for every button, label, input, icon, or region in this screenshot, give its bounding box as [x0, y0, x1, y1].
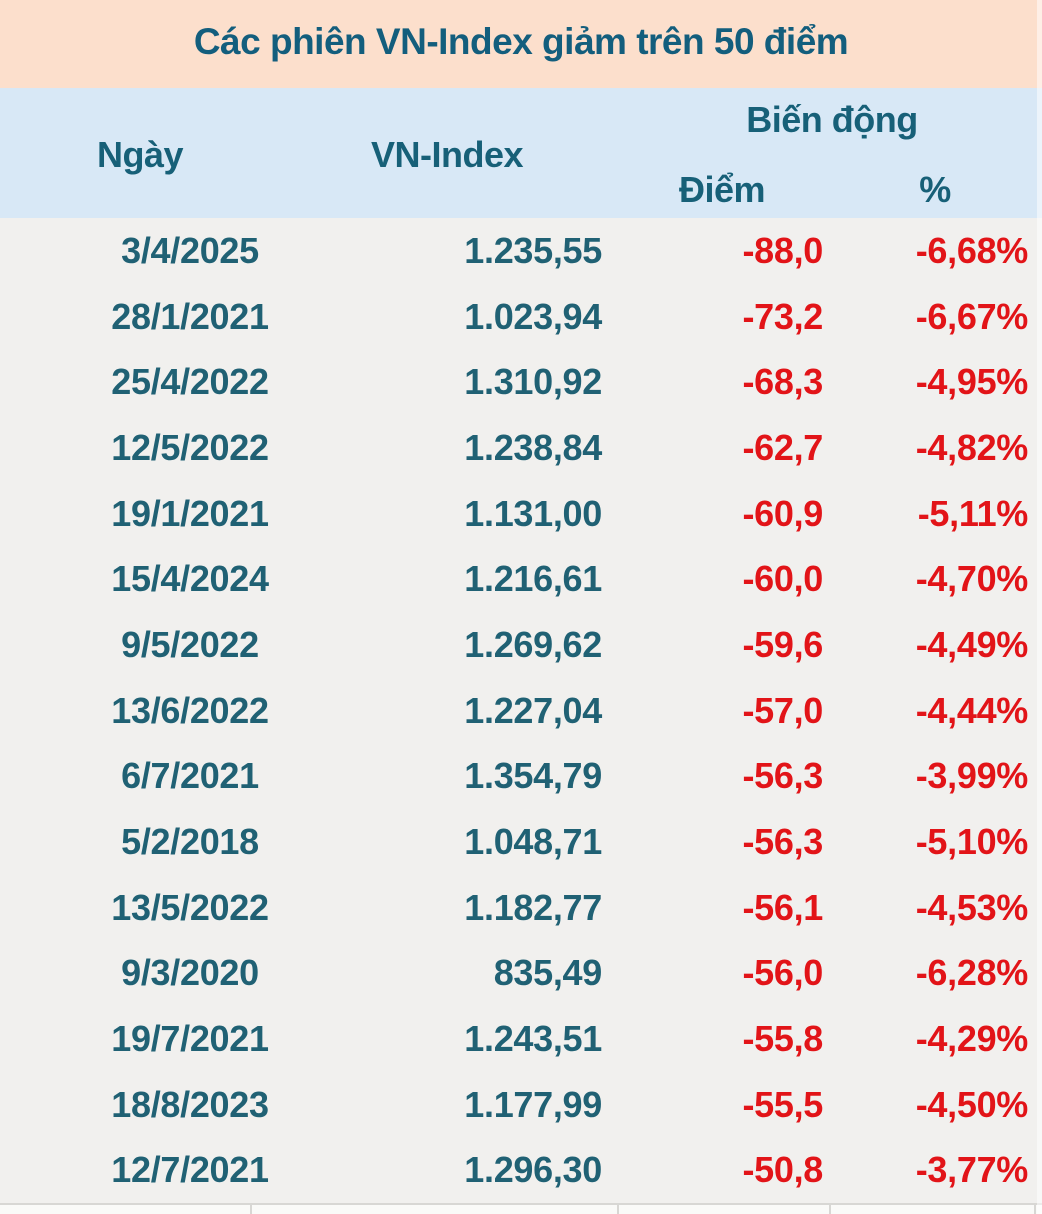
percent-cell: -4,49% — [915, 623, 1029, 665]
table-row: 5/2/2018 1.048,71 -56,3 -5,10% — [0, 809, 1042, 875]
percent-cell: -3,99% — [915, 755, 1029, 797]
percent-cell: -4,95% — [915, 361, 1029, 403]
date-cell: 13/5/2022 — [111, 886, 269, 928]
col-header-change-group: Biến động — [746, 99, 918, 140]
points-cell: -50,8 — [742, 1149, 823, 1191]
percent-cell: -4,53% — [915, 886, 1029, 928]
col-header-points: Điểm — [678, 169, 766, 210]
percent-cell: -6,68% — [915, 229, 1029, 271]
index-cell: 1.177,99 — [464, 1083, 602, 1125]
index-cell: 1.023,94 — [464, 295, 602, 337]
index-cell: 1.243,51 — [464, 1017, 602, 1059]
table-row: 25/4/2022 1.310,92 -68,3 -4,95% — [0, 349, 1042, 415]
index-cell: 1.048,71 — [464, 820, 602, 862]
date-cell: 18/8/2023 — [111, 1083, 269, 1125]
percent-cell: -4,50% — [915, 1083, 1029, 1125]
table-row: 13/6/2022 1.227,04 -57,0 -4,44% — [0, 678, 1042, 744]
date-cell: 9/5/2022 — [121, 623, 259, 665]
percent-cell: -4,70% — [915, 558, 1029, 600]
title-band: Các phiên VN-Index giảm trên 50 điểm — [0, 0, 1042, 88]
index-cell: 1.354,79 — [464, 755, 602, 797]
percent-cell: -4,29% — [915, 1017, 1029, 1059]
index-cell: 1.227,04 — [464, 689, 602, 731]
page-title: Các phiên VN-Index giảm trên 50 điểm — [193, 21, 849, 62]
date-cell: 6/7/2021 — [121, 755, 259, 797]
index-cell: 1.216,61 — [464, 558, 602, 600]
footer-divider — [1034, 1205, 1036, 1214]
table-row: 9/3/2020 835,49 -56,0 -6,28% — [0, 940, 1042, 1006]
points-cell: -57,0 — [742, 689, 823, 731]
date-cell: 19/1/2021 — [111, 492, 269, 534]
index-cell: 1.310,92 — [464, 361, 602, 403]
points-cell: -55,5 — [742, 1083, 823, 1125]
table-row: 19/1/2021 1.131,00 -60,9 -5,11% — [0, 481, 1042, 547]
table-header: Ngày VN-Index Biến động Điểm % — [0, 88, 1042, 218]
footer-divider — [250, 1205, 252, 1214]
table-body: 3/4/2025 1.235,55 -88,0 -6,68% 28/1/2021… — [0, 218, 1042, 1203]
col-header-date: Ngày — [96, 134, 184, 175]
date-cell: 13/6/2022 — [111, 689, 269, 731]
points-cell: -60,0 — [742, 558, 823, 600]
date-cell: 12/7/2021 — [111, 1149, 269, 1191]
points-cell: -88,0 — [742, 229, 823, 271]
points-cell: -55,8 — [742, 1017, 823, 1059]
table-row: 3/4/2025 1.235,55 -88,0 -6,68% — [0, 218, 1042, 284]
percent-cell: -3,77% — [915, 1149, 1029, 1191]
table-row: 18/8/2023 1.177,99 -55,5 -4,50% — [0, 1072, 1042, 1138]
percent-cell: -5,10% — [915, 820, 1029, 862]
index-cell: 835,49 — [493, 952, 603, 994]
table-row: 12/5/2022 1.238,84 -62,7 -4,82% — [0, 415, 1042, 481]
table-row: 15/4/2024 1.216,61 -60,0 -4,70% — [0, 546, 1042, 612]
percent-cell: -6,28% — [915, 952, 1029, 994]
date-cell: 28/1/2021 — [111, 295, 269, 337]
points-cell: -73,2 — [742, 295, 823, 337]
date-cell: 12/5/2022 — [111, 426, 269, 468]
table-row: 28/1/2021 1.023,94 -73,2 -6,67% — [0, 284, 1042, 350]
index-cell: 1.269,62 — [464, 623, 602, 665]
footer-divider — [617, 1205, 619, 1214]
points-cell: -56,3 — [742, 755, 823, 797]
col-header-index: VN-Index — [370, 134, 524, 175]
index-cell: 1.235,55 — [464, 229, 602, 271]
index-cell: 1.131,00 — [464, 492, 602, 534]
date-cell: 3/4/2025 — [121, 229, 259, 271]
percent-cell: -6,67% — [915, 295, 1029, 337]
percent-cell: -4,44% — [915, 689, 1029, 731]
percent-cell: -5,11% — [917, 492, 1029, 534]
date-cell: 15/4/2024 — [111, 558, 269, 600]
table-row: 9/5/2022 1.269,62 -59,6 -4,49% — [0, 612, 1042, 678]
points-cell: -68,3 — [742, 361, 823, 403]
points-cell: -62,7 — [742, 426, 823, 468]
points-cell: -56,3 — [742, 820, 823, 862]
footer-divider — [829, 1205, 831, 1214]
table-footer-strip — [0, 1203, 1042, 1214]
index-cell: 1.238,84 — [464, 426, 602, 468]
points-cell: -56,0 — [742, 952, 823, 994]
table-row: 13/5/2022 1.182,77 -56,1 -4,53% — [0, 875, 1042, 941]
index-cell: 1.296,30 — [464, 1149, 602, 1191]
date-cell: 25/4/2022 — [111, 361, 269, 403]
date-cell: 19/7/2021 — [111, 1017, 269, 1059]
points-cell: -59,6 — [742, 623, 823, 665]
table-row: 6/7/2021 1.354,79 -56,3 -3,99% — [0, 743, 1042, 809]
date-cell: 9/3/2020 — [121, 952, 259, 994]
points-cell: -60,9 — [742, 492, 823, 534]
percent-cell: -4,82% — [915, 426, 1029, 468]
table-row: 12/7/2021 1.296,30 -50,8 -3,77% — [0, 1137, 1042, 1203]
date-cell: 5/2/2018 — [121, 820, 259, 862]
table-row: 19/7/2021 1.243,51 -55,8 -4,29% — [0, 1006, 1042, 1072]
col-header-percent: % — [919, 169, 951, 210]
index-cell: 1.182,77 — [464, 886, 602, 928]
points-cell: -56,1 — [742, 886, 823, 928]
